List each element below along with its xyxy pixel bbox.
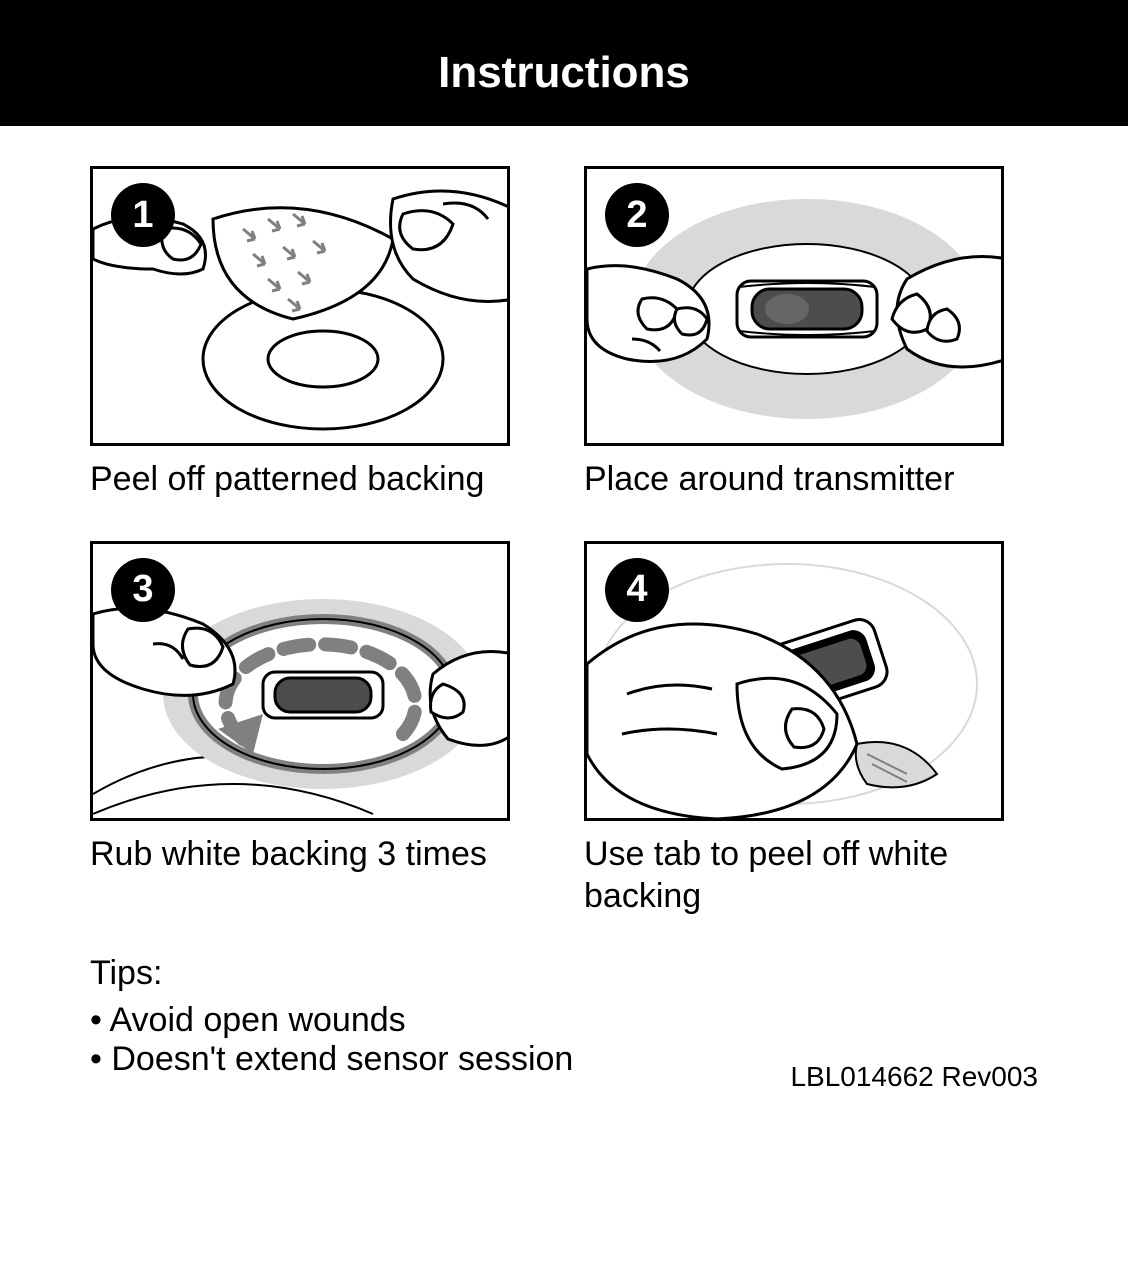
- step-1-panel: 1: [90, 166, 510, 446]
- document-id: LBL014662 Rev003: [790, 1061, 1038, 1093]
- step-3-badge: 3: [111, 558, 175, 622]
- step-2: 2: [584, 166, 1038, 501]
- step-1: 1: [90, 166, 544, 501]
- step-2-number: 2: [626, 194, 647, 237]
- step-3: 3: [90, 541, 544, 918]
- step-4-number: 4: [626, 568, 647, 611]
- step-3-caption: Rub white backing 3 times: [90, 833, 544, 876]
- step-1-number: 1: [132, 194, 153, 237]
- header-bar: Instructions: [0, 0, 1128, 126]
- step-3-panel: 3: [90, 541, 510, 821]
- step-2-caption: Place around transmitter: [584, 458, 1038, 501]
- step-4-caption: Use tab to peel off white backing: [584, 833, 1038, 918]
- step-4-panel: 4: [584, 541, 1004, 821]
- step-4-badge: 4: [605, 558, 669, 622]
- step-3-number: 3: [132, 568, 153, 611]
- tip-item: Avoid open wounds: [90, 1001, 1038, 1040]
- tips-section: Tips: Avoid open wounds Doesn't extend s…: [90, 954, 1038, 1079]
- step-1-caption: Peel off patterned backing: [90, 458, 544, 501]
- tips-title: Tips:: [90, 954, 1038, 993]
- step-2-panel: 2: [584, 166, 1004, 446]
- content-area: 1: [0, 126, 1128, 1099]
- page-title: Instructions: [438, 48, 690, 97]
- steps-grid: 1: [90, 166, 1038, 918]
- step-4: 4: [584, 541, 1038, 918]
- step-2-badge: 2: [605, 183, 669, 247]
- step-1-badge: 1: [111, 183, 175, 247]
